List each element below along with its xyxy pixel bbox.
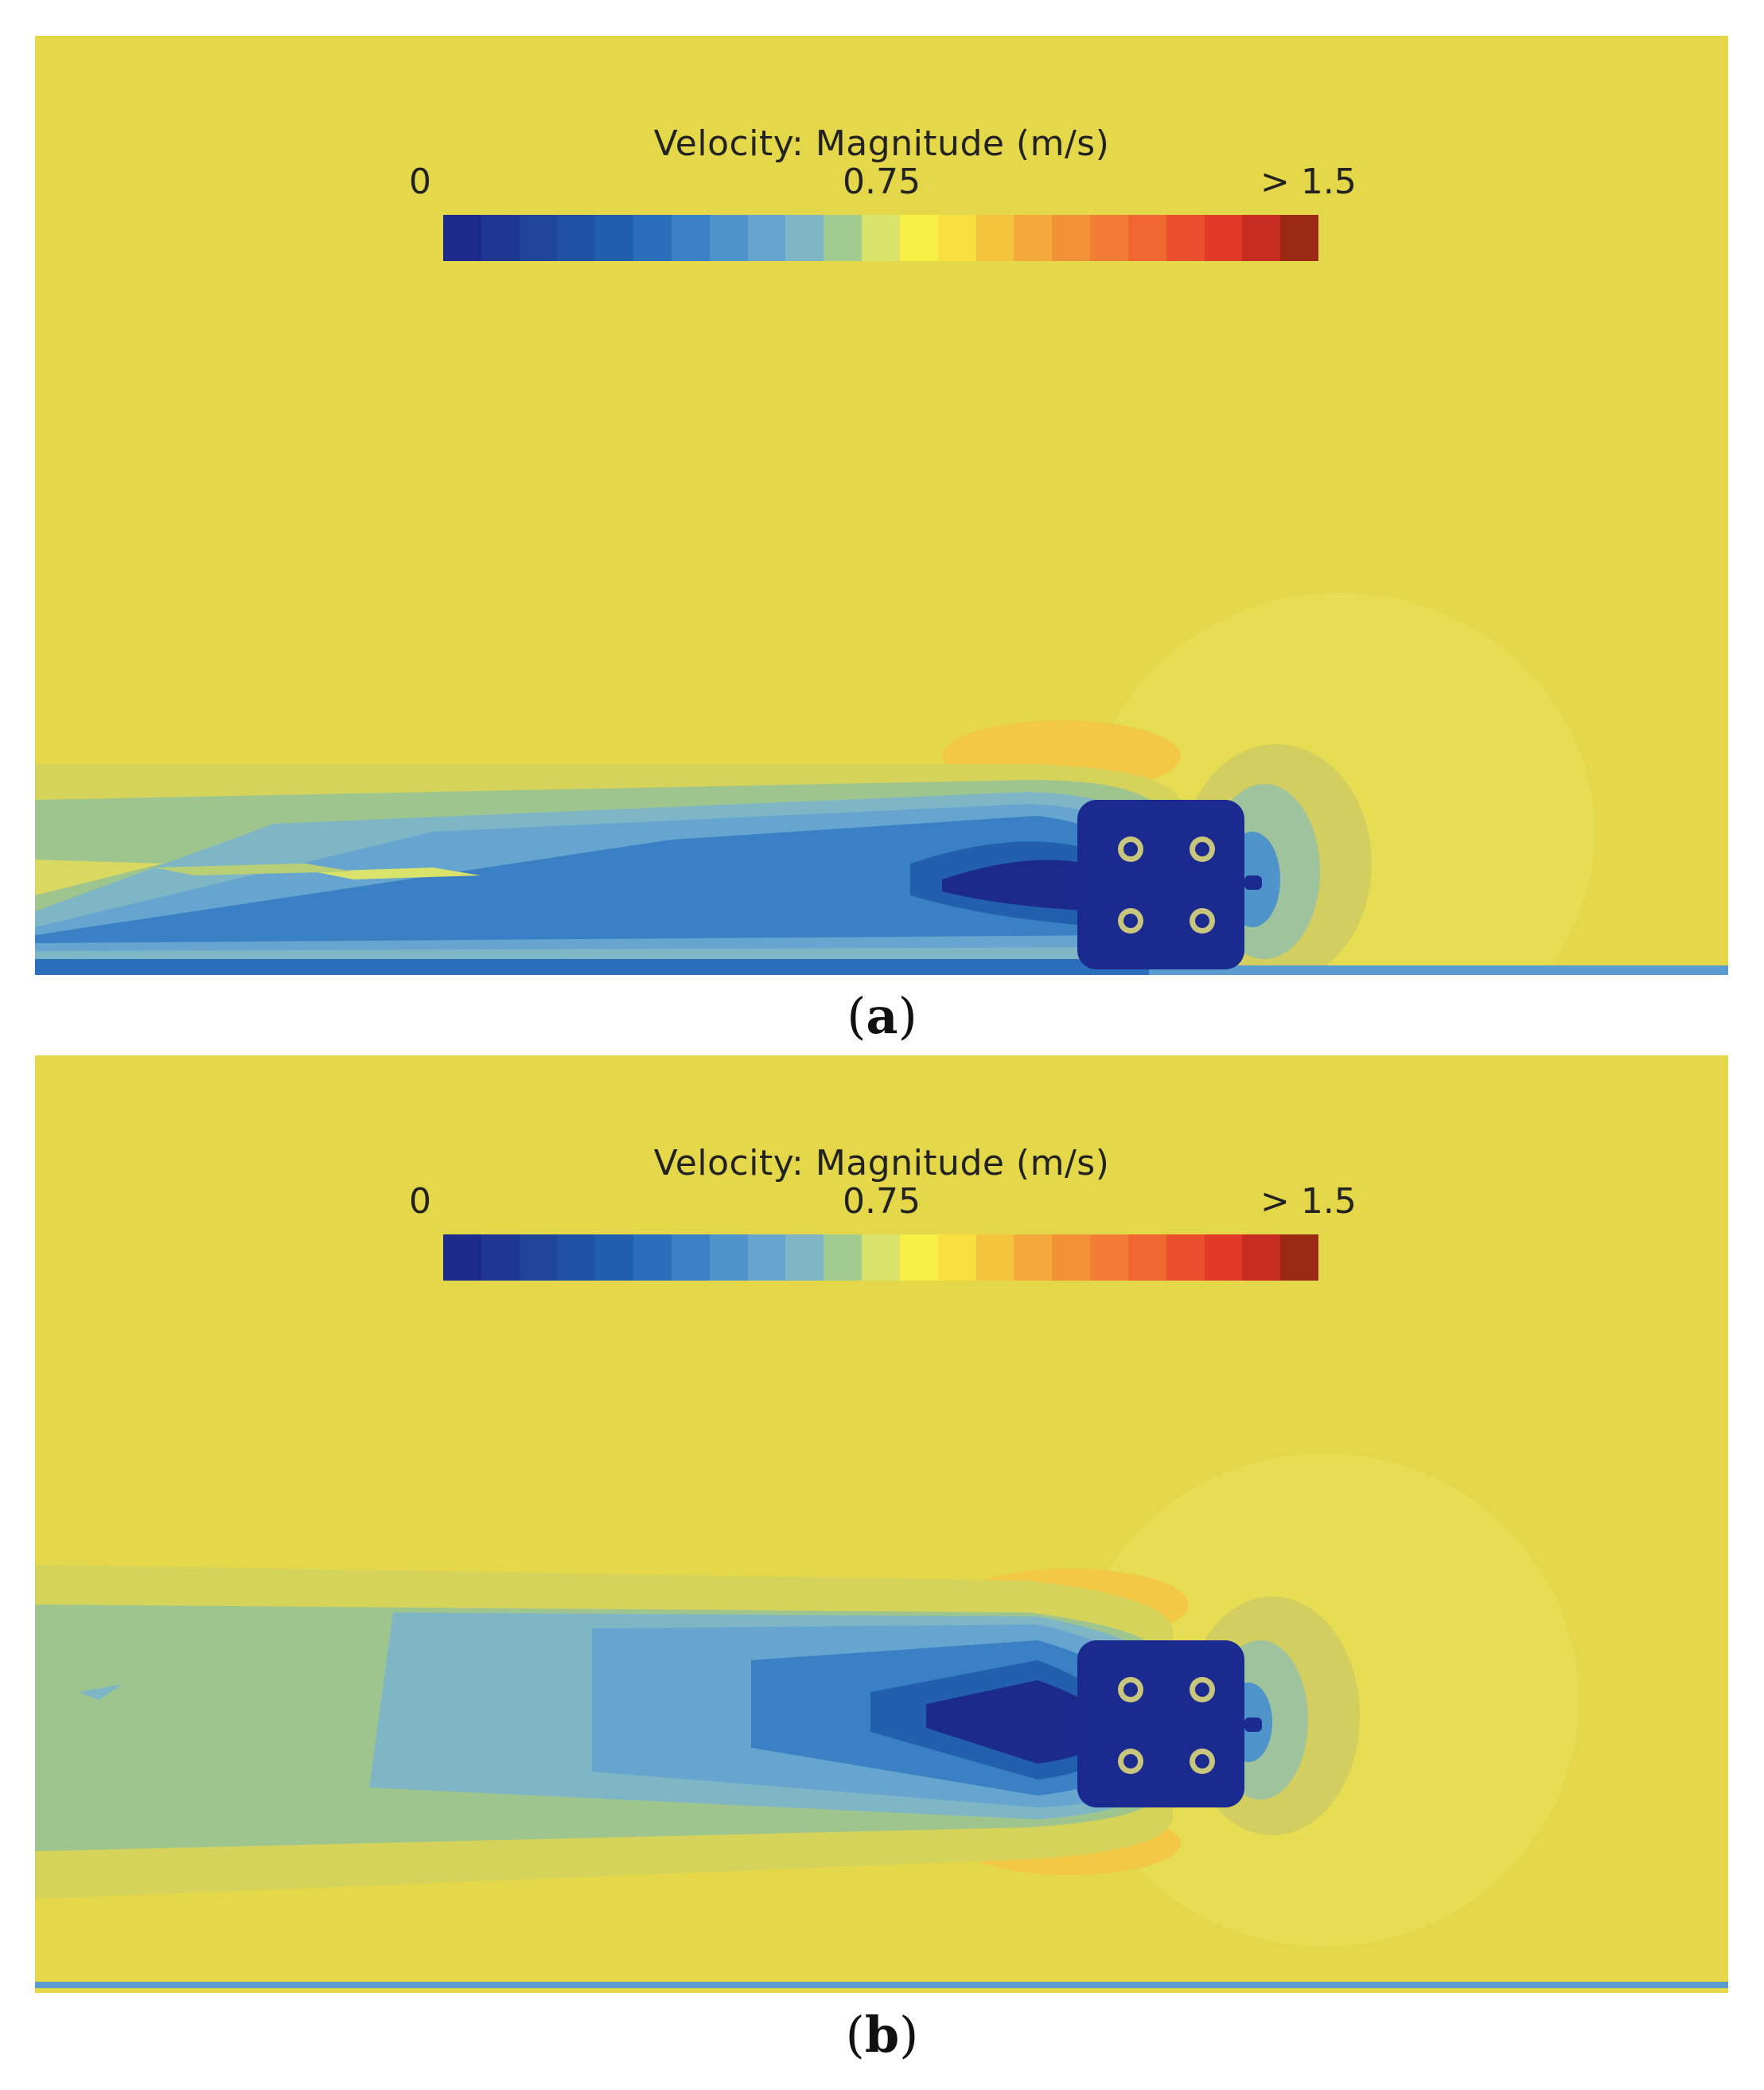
colorbar-swatch [899, 1234, 938, 1281]
colorbar-swatch [1090, 1234, 1128, 1281]
colorbar-swatch [671, 1234, 710, 1281]
legend-tick-max: > 1.5 [1260, 162, 1357, 202]
colorbar-swatch [1204, 1234, 1243, 1281]
colorbar [443, 1234, 1319, 1281]
colorbar-swatch [481, 1234, 520, 1281]
colorbar-swatch [975, 215, 1014, 261]
velocity-field-b [35, 1055, 1728, 1993]
legend-tick-min: 0 [409, 1181, 431, 1222]
colorbar-swatch [595, 1234, 634, 1281]
colorbar-swatch [1166, 215, 1205, 261]
colorbar-swatch [443, 215, 481, 261]
colorbar-swatch [1014, 215, 1053, 261]
colorbar-swatch [1166, 1234, 1205, 1281]
colorbar-swatch [1280, 1234, 1319, 1281]
colorbar-swatch [709, 1234, 748, 1281]
colorbar-swatch [595, 215, 634, 261]
velocity-contour-panel-a: Velocity: Magnitude (m/s) 0 0.75 > 1.5 [35, 36, 1728, 975]
colorbar-swatch [824, 215, 863, 261]
caption-paren-open: ( [845, 2006, 865, 2064]
colorbar-swatch [747, 215, 786, 261]
colorbar-swatch [1204, 215, 1243, 261]
panel-caption-b: (b) [0, 2006, 1764, 2064]
caption-paren-close: ) [899, 2006, 919, 2064]
colorbar-swatch [633, 1234, 672, 1281]
colorbar-swatch [824, 1234, 863, 1281]
colorbar-swatch [519, 1234, 558, 1281]
legend-tick-mid: 0.75 [843, 1181, 921, 1222]
velocity-field-a [35, 36, 1728, 975]
caption-letter: a [866, 987, 898, 1045]
colorbar-swatch [785, 215, 824, 261]
colorbar-swatch [709, 215, 748, 261]
caption-letter: b [864, 2006, 900, 2064]
colorbar-swatch [1052, 1234, 1091, 1281]
colorbar-swatch [975, 1234, 1014, 1281]
colorbar-swatch [1052, 215, 1091, 261]
colorbar-swatch [1242, 1234, 1281, 1281]
colorbar-swatch [557, 215, 596, 261]
colorbar-swatch [443, 1234, 481, 1281]
caption-paren-close: ) [898, 987, 917, 1045]
colorbar-swatch [937, 215, 976, 261]
colorbar-swatch [899, 215, 938, 261]
colorbar-swatch [937, 1234, 976, 1281]
legend-tick-min: 0 [409, 162, 431, 202]
colorbar [443, 215, 1319, 261]
colorbar-swatch [1090, 215, 1128, 261]
colorbar-swatch [481, 215, 520, 261]
caption-paren-open: ( [847, 987, 866, 1045]
colorbar-swatch [633, 215, 672, 261]
colorbar-swatch [785, 1234, 824, 1281]
colorbar-swatch [671, 215, 710, 261]
legend-title: Velocity: Magnitude (m/s) [653, 1143, 1110, 1183]
colorbar-swatch [1127, 215, 1166, 261]
colorbar-swatch [519, 215, 558, 261]
colorbar-swatch [747, 1234, 786, 1281]
colorbar-swatch [1242, 215, 1281, 261]
legend-tick-mid: 0.75 [843, 162, 921, 202]
colorbar-swatch [1280, 215, 1319, 261]
legend-title: Velocity: Magnitude (m/s) [653, 123, 1110, 164]
panel-caption-a: (a) [0, 987, 1764, 1045]
colorbar-swatch [862, 1234, 900, 1281]
colorbar-swatch [1014, 1234, 1053, 1281]
velocity-contour-panel-b: Velocity: Magnitude (m/s) 0 0.75 > 1.5 [35, 1055, 1728, 1993]
colorbar-swatch [1127, 1234, 1166, 1281]
colorbar-swatch [557, 1234, 596, 1281]
colorbar-swatch [862, 215, 900, 261]
legend-tick-max: > 1.5 [1260, 1181, 1357, 1222]
